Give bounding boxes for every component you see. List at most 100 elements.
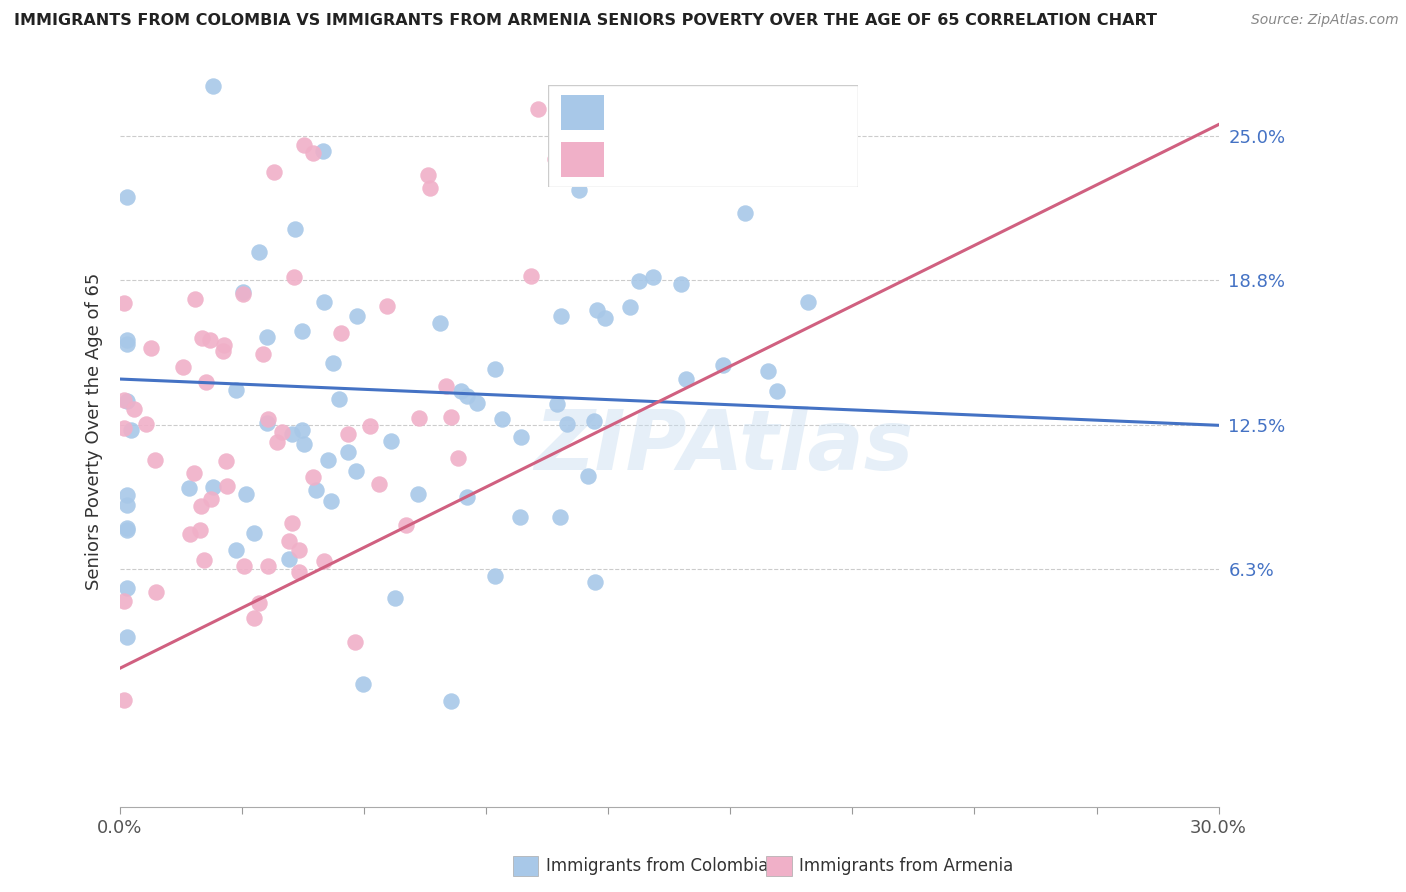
- Point: [429, 316, 451, 330]
- Point: [796, 295, 818, 310]
- Point: [465, 395, 488, 409]
- Point: [232, 286, 254, 301]
- Point: [292, 437, 315, 451]
- Point: [183, 467, 205, 481]
- Point: [627, 274, 650, 288]
- Text: -0.100: -0.100: [659, 103, 728, 122]
- Point: [568, 183, 591, 197]
- Point: [586, 303, 609, 318]
- Point: [172, 360, 194, 375]
- Point: [232, 285, 254, 300]
- Point: [583, 575, 606, 590]
- Point: [520, 268, 543, 283]
- Point: [418, 169, 440, 183]
- Point: [198, 333, 221, 347]
- Y-axis label: Seniors Poverty Over the Age of 65: Seniors Poverty Over the Age of 65: [86, 272, 103, 590]
- Text: IMMIGRANTS FROM COLOMBIA VS IMMIGRANTS FROM ARMENIA SENIORS POVERTY OVER THE AGE: IMMIGRANTS FROM COLOMBIA VS IMMIGRANTS F…: [14, 13, 1157, 29]
- Point: [141, 341, 163, 355]
- Point: [290, 423, 312, 437]
- Point: [292, 137, 315, 152]
- Point: [252, 346, 274, 360]
- Point: [202, 78, 225, 93]
- Point: [314, 295, 336, 310]
- Point: [406, 487, 429, 501]
- Point: [263, 165, 285, 179]
- Point: [193, 553, 215, 567]
- Point: [550, 309, 572, 323]
- Point: [257, 559, 280, 574]
- Point: [124, 401, 146, 416]
- Text: 74: 74: [786, 103, 814, 122]
- Point: [243, 526, 266, 541]
- Point: [247, 595, 270, 609]
- Point: [440, 409, 463, 424]
- Point: [343, 635, 366, 649]
- Point: [117, 581, 139, 595]
- Point: [190, 499, 212, 513]
- Point: [283, 269, 305, 284]
- Text: 60: 60: [786, 150, 814, 169]
- Point: [145, 452, 167, 467]
- Point: [117, 498, 139, 512]
- Point: [112, 692, 135, 706]
- Point: [675, 372, 697, 386]
- FancyBboxPatch shape: [561, 95, 605, 130]
- Point: [526, 102, 548, 116]
- Point: [117, 630, 139, 644]
- Point: [257, 411, 280, 425]
- Point: [509, 510, 531, 524]
- Text: R =: R =: [613, 150, 655, 169]
- Point: [177, 481, 200, 495]
- Point: [117, 337, 139, 351]
- Point: [484, 362, 506, 376]
- Point: [548, 510, 571, 524]
- Point: [225, 383, 247, 397]
- Point: [179, 527, 201, 541]
- Point: [337, 445, 360, 459]
- Point: [302, 469, 325, 483]
- Point: [440, 694, 463, 708]
- Point: [188, 523, 211, 537]
- Point: [117, 524, 139, 538]
- Point: [281, 427, 304, 442]
- Point: [200, 491, 222, 506]
- Point: [225, 542, 247, 557]
- Text: 0.524: 0.524: [659, 150, 721, 169]
- Point: [271, 425, 294, 440]
- FancyBboxPatch shape: [548, 85, 858, 187]
- Point: [756, 364, 779, 378]
- Point: [555, 417, 578, 432]
- Point: [346, 309, 368, 323]
- Point: [212, 343, 235, 358]
- Point: [408, 411, 430, 425]
- Text: Immigrants from Armenia: Immigrants from Armenia: [799, 857, 1012, 875]
- Point: [352, 676, 374, 690]
- Point: [321, 494, 343, 508]
- Point: [302, 146, 325, 161]
- Point: [311, 144, 333, 158]
- Point: [619, 300, 641, 314]
- Point: [344, 464, 367, 478]
- Point: [484, 569, 506, 583]
- Point: [195, 375, 218, 389]
- Point: [312, 554, 335, 568]
- Point: [288, 543, 311, 558]
- Point: [280, 516, 302, 530]
- Point: [117, 190, 139, 204]
- Point: [278, 534, 301, 549]
- Point: [266, 435, 288, 450]
- Point: [380, 434, 402, 448]
- Point: [359, 419, 381, 434]
- Text: ZIPAtlas: ZIPAtlas: [534, 406, 914, 487]
- Text: R =: R =: [613, 103, 655, 122]
- Point: [375, 299, 398, 313]
- Text: N =: N =: [740, 150, 783, 169]
- Point: [456, 389, 478, 403]
- Point: [394, 517, 416, 532]
- Point: [671, 277, 693, 291]
- Point: [112, 392, 135, 407]
- FancyBboxPatch shape: [561, 142, 605, 177]
- Point: [256, 329, 278, 343]
- Point: [247, 245, 270, 260]
- Point: [337, 426, 360, 441]
